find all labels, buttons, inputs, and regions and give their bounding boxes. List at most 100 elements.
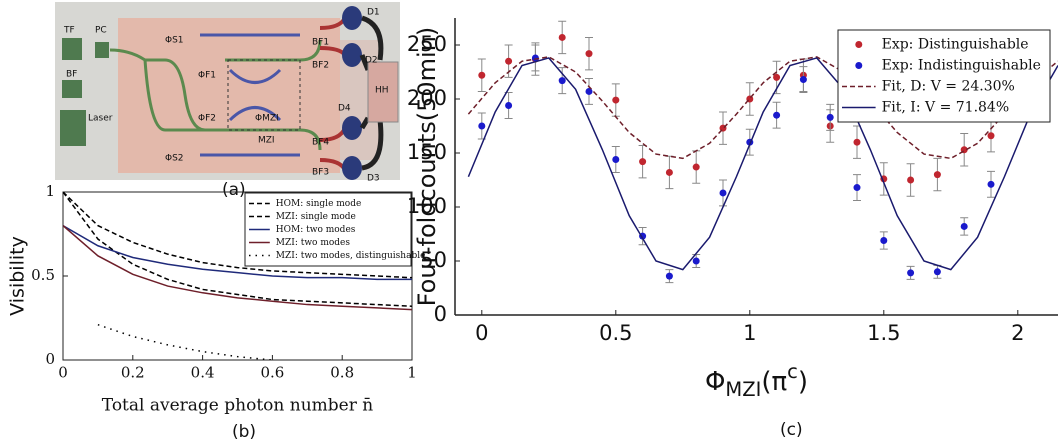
x-tick-label: 2 bbox=[1011, 321, 1024, 345]
label: D2 bbox=[365, 56, 378, 66]
data-point bbox=[907, 176, 915, 184]
label: Laser bbox=[88, 114, 113, 124]
data-point bbox=[505, 101, 513, 109]
x-tick-label: 0.5 bbox=[599, 321, 632, 345]
data-point bbox=[853, 184, 861, 192]
x-axis-label-part: c bbox=[787, 360, 798, 383]
legend-swatch bbox=[855, 62, 863, 69]
x-axis-label-part: Φ bbox=[705, 367, 725, 397]
data-point bbox=[665, 272, 673, 280]
series-line bbox=[63, 192, 412, 279]
panel-caption: (b) bbox=[232, 422, 256, 442]
label: ΦS1 bbox=[165, 36, 184, 46]
legend-label: Exp: Distinguishable bbox=[882, 37, 1029, 53]
x-tick-label: 1 bbox=[743, 321, 756, 345]
fibers bbox=[319, 16, 347, 172]
data-point bbox=[612, 96, 620, 104]
data-point bbox=[933, 268, 941, 276]
series-line bbox=[467, 56, 1058, 160]
y-tick-label: 1 bbox=[45, 182, 55, 200]
data-point bbox=[505, 57, 513, 65]
data-point bbox=[558, 77, 566, 85]
x-axis-label-part: MZI bbox=[725, 378, 761, 401]
legend-label: MZI: two modes bbox=[276, 238, 351, 248]
y-tick-label: 0 bbox=[45, 350, 55, 368]
label: PC bbox=[95, 26, 107, 36]
chart: 0 0.2 0.4 0.6 0.8 1 0 0.5 1 Total average photon … bbox=[7, 182, 426, 442]
y-axis-label: Four-foldcounts(50min) bbox=[413, 27, 441, 307]
label: D1 bbox=[367, 8, 380, 18]
plot-area bbox=[63, 192, 412, 360]
x-tick-label: 0.2 bbox=[121, 364, 145, 382]
detector bbox=[342, 156, 362, 180]
x-tick-label: 1 bbox=[407, 364, 417, 382]
label: D3 bbox=[367, 174, 380, 184]
y-axis-label: Visibility bbox=[7, 236, 29, 316]
data-point bbox=[826, 113, 834, 121]
series-line bbox=[63, 225, 412, 311]
y-tick-label: 0 bbox=[434, 302, 447, 326]
data-point bbox=[692, 257, 700, 265]
data-point bbox=[799, 76, 807, 84]
data-point bbox=[987, 132, 995, 140]
hh-box bbox=[367, 61, 399, 123]
legend-label: MZI: two modes, distinguishable bbox=[276, 251, 426, 261]
x-tick-label: 0 bbox=[58, 364, 68, 382]
x-tick-label: 0.6 bbox=[260, 364, 284, 382]
label: TF bbox=[63, 26, 75, 36]
data-point bbox=[665, 168, 673, 176]
y-tick-label: 200 bbox=[407, 86, 447, 110]
data-point bbox=[612, 155, 620, 163]
data-point bbox=[853, 138, 861, 146]
data-point bbox=[531, 54, 539, 62]
data-point bbox=[585, 87, 593, 95]
data-point bbox=[933, 171, 941, 179]
series-line bbox=[97, 324, 273, 360]
legend-label: HOM: two modes bbox=[276, 225, 356, 235]
y-tick-label: 250 bbox=[407, 32, 447, 56]
data-point bbox=[478, 122, 486, 130]
label: HH bbox=[375, 86, 389, 96]
data-point bbox=[773, 73, 781, 81]
data-point bbox=[478, 71, 486, 79]
legend-box bbox=[837, 29, 1051, 123]
label: BF4 bbox=[312, 138, 329, 148]
label: MZI bbox=[258, 136, 275, 146]
data-point bbox=[960, 222, 968, 230]
data-point bbox=[907, 269, 915, 277]
panel-caption: (a) bbox=[222, 180, 246, 200]
legend-label: Fit, D: V = 24.30% bbox=[882, 79, 1015, 95]
x-tick-label: 0.4 bbox=[191, 364, 215, 382]
data-point bbox=[558, 33, 566, 41]
waveguides bbox=[109, 39, 322, 151]
label: D4 bbox=[338, 104, 351, 114]
data-point bbox=[773, 111, 781, 119]
y-tick-label: 50 bbox=[420, 248, 447, 272]
data-point bbox=[585, 50, 593, 58]
label: BF3 bbox=[312, 168, 329, 178]
series-line bbox=[63, 192, 412, 307]
pc-block bbox=[95, 42, 109, 58]
panel-a-labels: TF PC BF Laser ΦS1 ΦF1 ΦF2 ΦMZI MZI ΦS2 … bbox=[63, 8, 389, 184]
y-tick-label: 0.5 bbox=[31, 266, 55, 284]
x-tick-label: 1.5 bbox=[867, 321, 900, 345]
legend-label: Fit, I: V = 71.84% bbox=[882, 100, 1010, 116]
plot-area bbox=[467, 20, 1058, 284]
x-tick-label: 0.8 bbox=[330, 364, 354, 382]
x-axis-label-part: (π bbox=[761, 367, 787, 397]
y-tick-label: 150 bbox=[407, 140, 447, 164]
legend-label: Exp: Indistinguishable bbox=[882, 58, 1041, 74]
label: ΦF2 bbox=[198, 114, 216, 124]
tf-block bbox=[62, 38, 82, 60]
x-axis-label: Total average photon number n̄ bbox=[102, 396, 373, 416]
data-point bbox=[692, 163, 700, 171]
legend-swatch bbox=[855, 41, 863, 48]
x-axis-label: ΦMZI(πc) bbox=[705, 360, 808, 401]
cables bbox=[359, 15, 384, 171]
label: ΦS2 bbox=[165, 154, 184, 164]
detector bbox=[342, 43, 362, 67]
label: BF bbox=[66, 70, 77, 80]
x-axis-label-part: ) bbox=[798, 367, 808, 397]
panel-a: TF PC BF Laser ΦS1 ΦF1 ΦF2 ΦMZI MZI ΦS2 … bbox=[55, 2, 400, 200]
